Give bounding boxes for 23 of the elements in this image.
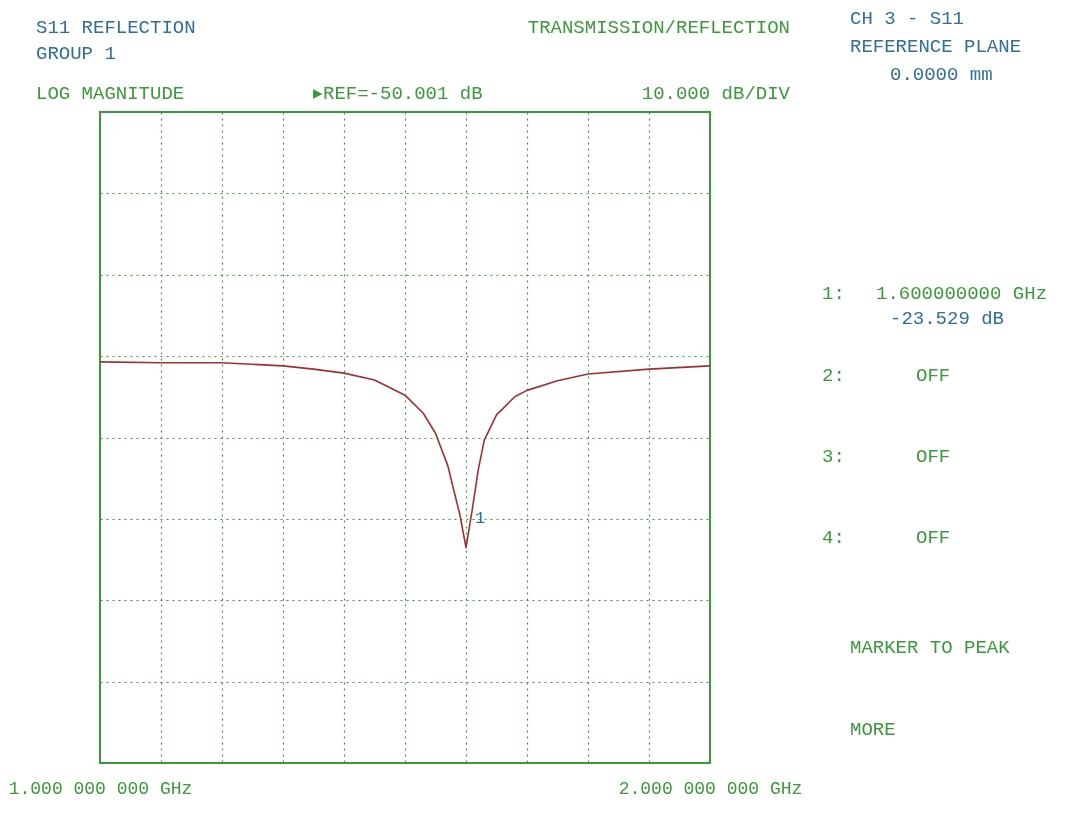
text: 0.0000 mm	[890, 64, 993, 86]
text: TRANSMISSION/REFLECTION	[527, 17, 790, 39]
text: 1.600000000 GHz	[876, 283, 1048, 305]
x-tick-label: 2.000 000 000 GHz	[618, 778, 803, 799]
annotation: 1	[474, 508, 486, 528]
text: 2:	[822, 365, 845, 387]
text: 10.000 dB/DIV	[641, 83, 791, 105]
text: LOG MAGNITUDE	[36, 83, 185, 105]
text: OFF	[916, 446, 951, 468]
text: OFF	[916, 527, 951, 549]
text: MORE	[850, 719, 896, 741]
x-tick-label: 1.000 000 000 GHz	[8, 778, 193, 799]
chart-title: S11 REFLECTION	[36, 17, 196, 39]
text: -23.529 dB	[890, 308, 1005, 330]
text: 3:	[822, 446, 845, 468]
text: REFERENCE PLANE	[850, 36, 1022, 58]
text: MARKER TO PEAK	[850, 637, 1011, 659]
text: CH 3 - S11	[850, 8, 965, 30]
text: 4:	[822, 527, 845, 549]
text: OFF	[916, 365, 951, 387]
text: ▸REF=-50.001 dB	[313, 83, 483, 105]
chart-subtitle: GROUP 1	[36, 43, 116, 65]
text: 1:	[822, 283, 845, 305]
